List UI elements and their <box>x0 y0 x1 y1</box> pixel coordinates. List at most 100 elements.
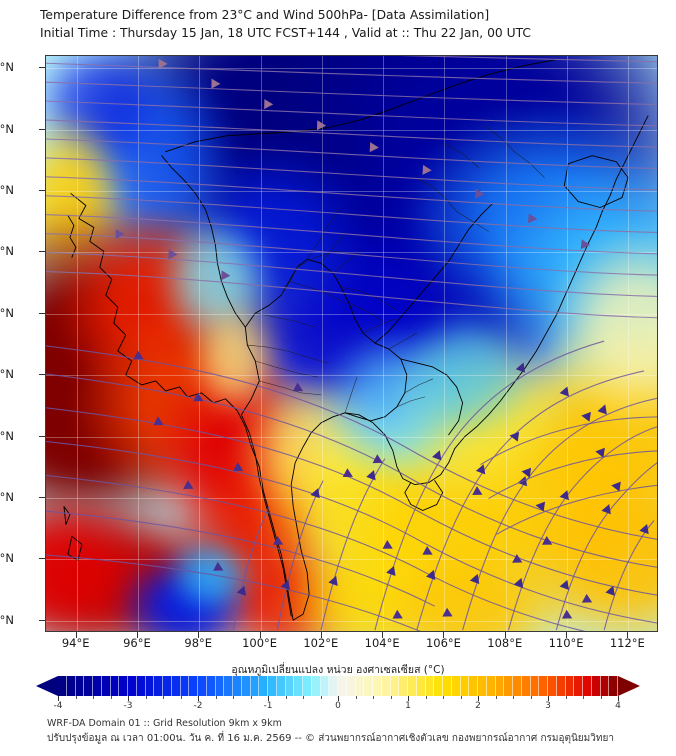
colorbar-segment <box>556 676 566 696</box>
map-plot-area[interactable] <box>45 55 658 632</box>
colorbar-segment <box>548 676 557 696</box>
colorbar-segment <box>110 676 120 696</box>
colorbar-segment <box>373 676 382 696</box>
colorbar-segment <box>259 676 268 696</box>
colorbar-segment <box>495 676 505 696</box>
colorbar-segment <box>530 676 540 696</box>
colorbar-over-arrow <box>618 676 640 696</box>
x-axis-tick-label: 112°E <box>609 636 645 650</box>
chart-title-block: Temperature Difference from 23°C and Win… <box>40 6 640 42</box>
colorbar-segment <box>268 676 277 696</box>
y-axis-tick-label: 16°N <box>0 244 14 259</box>
footer-block: WRF-DA Domain 01 :: Grid Resolution 9km … <box>47 716 667 746</box>
colorbar-segment <box>346 676 356 696</box>
colorbar-axis: -4 -3 -2 -1 0 1 2 3 4 <box>36 696 640 712</box>
colorbar-segment <box>171 676 181 696</box>
colorbar[interactable] <box>36 676 640 696</box>
colorbar-segment <box>486 676 496 696</box>
x-axis-tick-label: 108°E <box>487 636 523 650</box>
colorbar-segment <box>198 676 207 696</box>
colorbar-tick-label: 1 <box>405 701 411 711</box>
colorbar-segment <box>600 676 610 696</box>
colorbar-segment <box>303 676 312 696</box>
x-axis-tick-label: 98°E <box>184 636 213 650</box>
x-axis-tick-label: 106°E <box>425 636 461 650</box>
colorbar-segment <box>93 676 102 696</box>
colorbar-segment <box>399 676 408 696</box>
colorbar-under-arrow <box>36 676 58 696</box>
colorbar-segment <box>58 676 67 696</box>
colorbar-segment <box>180 676 190 696</box>
x-axis-tick-label: 94°E <box>61 636 90 650</box>
y-axis-tick-label: 12°N <box>0 367 14 382</box>
colorbar-segment <box>591 676 601 696</box>
colorbar-segment <box>224 676 233 696</box>
colorbar-segment <box>128 676 137 696</box>
colorbar-segment <box>294 676 303 696</box>
y-axis-tick-label: 6°N <box>0 551 14 566</box>
y-axis-tick-label: 20°N <box>0 121 14 136</box>
colorbar-segment <box>609 676 618 696</box>
colorbar-segment <box>189 676 198 696</box>
colorbar-segment <box>84 676 93 696</box>
colorbar-segment <box>574 676 583 696</box>
colorbar-tick-label: 4 <box>615 701 621 711</box>
colorbar-segment <box>583 676 592 696</box>
y-axis-tick-label: 8°N <box>0 489 14 504</box>
colorbar-segment <box>136 676 146 696</box>
colorbar-segment <box>311 676 321 696</box>
x-axis-tick-label: 110°E <box>548 636 584 650</box>
colorbar-segment <box>320 676 330 696</box>
colorbar-segment <box>390 676 400 696</box>
chart-title-line-1: Temperature Difference from 23°C and Win… <box>40 8 490 22</box>
colorbar-gradient <box>58 676 618 696</box>
colorbar-segment <box>241 676 251 696</box>
y-axis-tick-label: 4°N <box>0 612 14 627</box>
colorbar-label: อุณหภูมิเปลี่ยนแปลง หน่วย องศาเซลเซียส (… <box>231 664 445 676</box>
colorbar-segment <box>451 676 461 696</box>
y-axis-tick-label: 18°N <box>0 183 14 198</box>
colorbar-segment <box>215 676 225 696</box>
temperature-anomaly-field <box>46 56 657 631</box>
colorbar-segment <box>338 676 347 696</box>
graticule-overlay <box>46 56 657 631</box>
colorbar-tick-label: -2 <box>193 701 203 711</box>
colorbar-segment <box>364 676 373 696</box>
colorbar-segment <box>329 676 338 696</box>
colorbar-segment <box>565 676 575 696</box>
colorbar-segment <box>276 676 286 696</box>
y-axis-tick-label: 10°N <box>0 428 14 443</box>
colorbar-segment <box>355 676 365 696</box>
colorbar-segment <box>75 676 85 696</box>
colorbar-segment <box>434 676 443 696</box>
y-axis-tick-label: 14°N <box>0 305 14 320</box>
colorbar-segment <box>154 676 163 696</box>
colorbar-segment <box>425 676 435 696</box>
colorbar-segment <box>101 676 111 696</box>
colorbar-segment <box>381 676 391 696</box>
colorbar-segment <box>460 676 470 696</box>
colorbar-segment <box>119 676 128 696</box>
y-axis-tick-label: 22°N <box>0 60 14 75</box>
x-axis-tick-label: 104°E <box>364 636 400 650</box>
colorbar-segment <box>469 676 478 696</box>
colorbar-tick-label: -1 <box>263 701 273 711</box>
colorbar-segment <box>513 676 522 696</box>
colorbar-tick-label: 2 <box>475 701 481 711</box>
colorbar-segment <box>478 676 487 696</box>
footer-credit-thai: ปรับปรุงข้อมูล ณ เวลา 01:00น. วัน ค. ที่… <box>47 733 614 744</box>
x-axis-tick-label: 102°E <box>303 636 339 650</box>
x-axis-tick-label: 96°E <box>123 636 151 650</box>
x-axis-tick-label: 100°E <box>242 636 278 650</box>
colorbar-segment <box>285 676 295 696</box>
colorbar-tick-label: -4 <box>53 701 63 711</box>
colorbar-segment <box>206 676 216 696</box>
colorbar-segment <box>250 676 260 696</box>
colorbar-segment <box>233 676 242 696</box>
colorbar-segment <box>521 676 531 696</box>
colorbar-segment <box>539 676 548 696</box>
colorbar-segment <box>443 676 452 696</box>
colorbar-tick-label: -3 <box>123 701 133 711</box>
chart-title-line-2: Initial Time : Thursday 15 Jan, 18 UTC F… <box>40 26 531 40</box>
colorbar-tick-label: 0 <box>335 701 341 711</box>
